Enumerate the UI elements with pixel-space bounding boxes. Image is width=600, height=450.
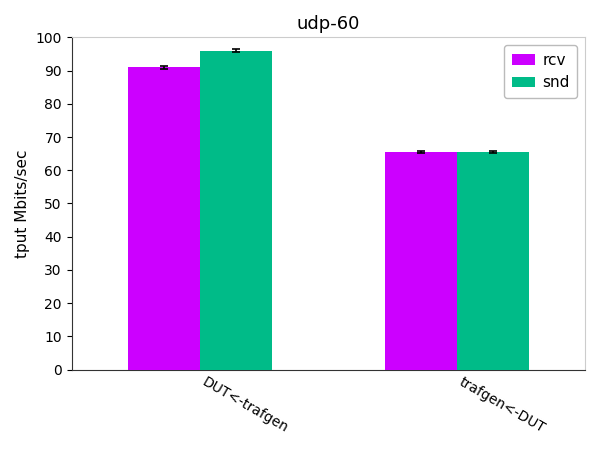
Legend: rcv, snd: rcv, snd <box>504 45 577 98</box>
Title: udp-60: udp-60 <box>296 15 360 33</box>
Bar <box>128 67 200 369</box>
Bar <box>457 152 529 369</box>
Bar <box>200 50 272 369</box>
Y-axis label: tput Mbits/sec: tput Mbits/sec <box>15 149 30 258</box>
Bar <box>385 152 457 369</box>
